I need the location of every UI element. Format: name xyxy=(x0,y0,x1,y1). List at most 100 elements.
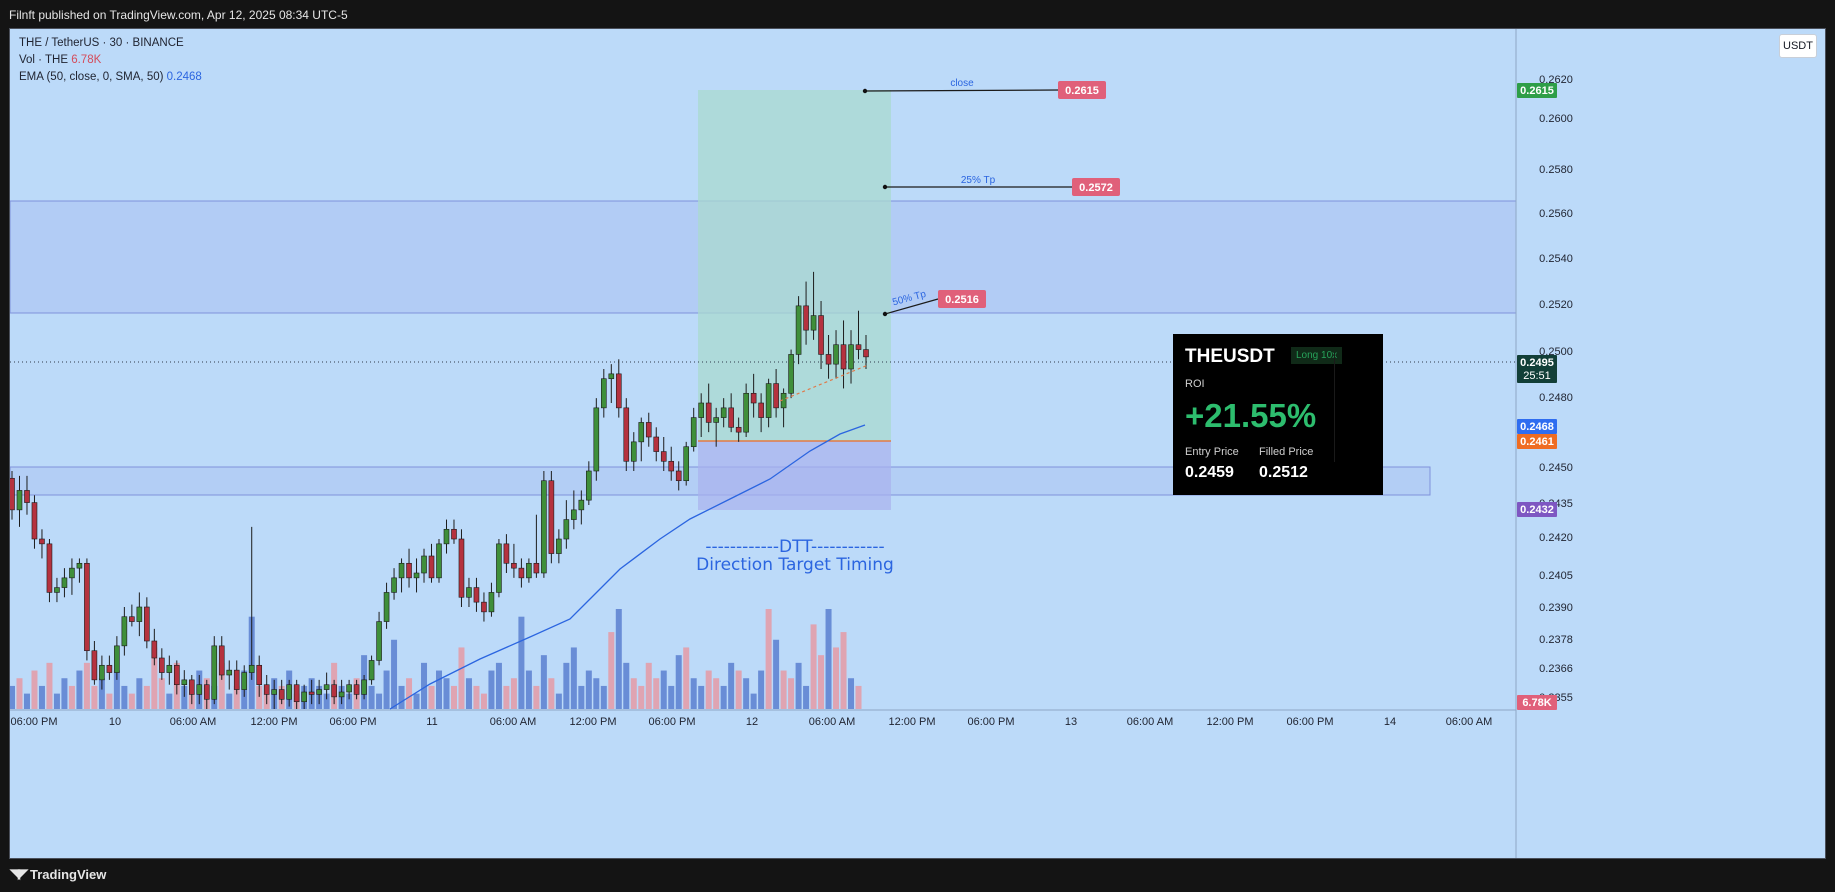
volume-bar xyxy=(128,693,135,709)
entry-price-label: Entry Price xyxy=(1185,446,1239,458)
candle xyxy=(556,529,562,564)
candle-body xyxy=(31,502,38,540)
volume-bar xyxy=(391,639,398,709)
candle xyxy=(353,679,360,700)
candle-body xyxy=(301,691,307,703)
chart-frame[interactable]: close 0.2615 25% Tp 0.2572 50% Tp 0.2516 -----… xyxy=(9,28,1826,859)
candle-body xyxy=(758,402,764,418)
volume-bar xyxy=(465,678,472,709)
legend-volume-value: 6.78K xyxy=(71,54,102,66)
last-price-badge-bg xyxy=(1517,355,1557,383)
volume-bar xyxy=(368,685,375,709)
time-tick-label: 12:00 PM xyxy=(1206,716,1253,728)
candle-body xyxy=(481,601,487,613)
candle-body xyxy=(398,562,405,579)
time-axis: 06:00 PM 10 06:00 AM 12:00 PM 06:00 PM 11 06:0… xyxy=(10,709,1516,728)
volume-bar xyxy=(233,685,240,709)
candle xyxy=(563,500,570,549)
volume-bar xyxy=(698,685,705,709)
candle xyxy=(466,577,472,607)
candle xyxy=(181,670,188,697)
volume-bar xyxy=(608,632,615,709)
volume-bar xyxy=(555,693,562,709)
candle xyxy=(203,679,210,709)
price-axis: 0.26200.26000.25800.25600.25400.25200.25… xyxy=(1515,29,1573,858)
candle-body xyxy=(593,407,600,472)
candle xyxy=(496,539,502,598)
candle xyxy=(106,655,113,680)
close-price-badge xyxy=(1058,81,1106,99)
volume-bar xyxy=(226,693,233,709)
candle-body xyxy=(675,470,682,482)
candle xyxy=(690,407,697,452)
candle xyxy=(383,582,390,629)
candle xyxy=(586,461,592,505)
candle-body xyxy=(466,587,472,598)
candle xyxy=(810,271,817,340)
candle-body xyxy=(556,538,562,554)
candle xyxy=(391,568,397,600)
candle-body xyxy=(451,528,457,540)
candle-body xyxy=(825,354,832,365)
close-line xyxy=(864,89,1061,92)
candle xyxy=(593,398,600,481)
candle xyxy=(451,519,457,544)
volume-bar xyxy=(518,616,525,709)
candle xyxy=(271,679,277,709)
time-tick-label: 10 xyxy=(109,716,121,728)
legend-volume-label: Vol · THE xyxy=(19,54,68,66)
publish-bar: Filnft published on TradingView.com, Apr… xyxy=(0,0,1835,28)
candle xyxy=(406,548,412,588)
candle xyxy=(518,558,525,588)
ema-price-badge: 0.2468 xyxy=(1517,419,1557,434)
volume-bar xyxy=(638,685,645,709)
legend-volume[interactable]: Vol · THE 6.78K xyxy=(19,52,202,69)
time-tick-label: 13 xyxy=(1065,716,1077,728)
candle xyxy=(458,529,465,607)
candle-body xyxy=(638,422,645,443)
time-tick-label: 06:00 AM xyxy=(1446,716,1492,728)
volume-bar xyxy=(645,662,652,709)
candle xyxy=(323,672,330,700)
currency-unit-button[interactable]: USDT xyxy=(1779,34,1817,58)
candle-body xyxy=(608,373,615,380)
time-tick-label: 06:00 AM xyxy=(1127,716,1173,728)
candle xyxy=(241,665,248,697)
candle-body xyxy=(443,528,450,545)
volume-bar xyxy=(615,609,622,709)
candle-body xyxy=(331,684,337,698)
candle xyxy=(436,539,442,583)
candle xyxy=(99,655,105,690)
volume-bar xyxy=(23,693,30,709)
candle xyxy=(443,519,450,554)
candle-body xyxy=(518,567,525,579)
stop-price-badge: 0.2432 xyxy=(1517,502,1557,517)
candle-body xyxy=(615,373,622,409)
candle-body xyxy=(735,426,742,433)
entry-price-value: 0.2459 xyxy=(1185,464,1234,481)
volume-bar xyxy=(773,639,780,709)
candle xyxy=(765,378,772,428)
price-tick-label: 0.2405 xyxy=(1539,570,1573,582)
tp25-anchor-dot xyxy=(882,184,888,190)
volume-bar xyxy=(840,632,847,709)
trade-path-line xyxy=(779,364,869,402)
candle-body xyxy=(713,417,719,423)
volume-bar xyxy=(503,685,510,709)
tradingview-brand[interactable]: ◥◤ TradingView xyxy=(10,866,106,882)
legend-ema[interactable]: EMA (50, close, 0, SMA, 50) 0.2468 xyxy=(19,69,202,86)
stop-price-badge-text: 0.2432 xyxy=(1520,504,1554,516)
candle-body xyxy=(24,490,30,503)
candle-body xyxy=(114,645,120,673)
card-symbol: THEUSDT xyxy=(1185,346,1275,367)
volume-bars xyxy=(10,609,862,709)
legend-symbol[interactable]: THE / TetherUS · 30 · BINANCE xyxy=(19,37,184,49)
candle xyxy=(308,679,315,705)
tp50-price-badge xyxy=(938,290,986,308)
candle xyxy=(548,471,555,564)
candle-body xyxy=(571,509,577,520)
candle-body xyxy=(698,402,704,418)
candle xyxy=(840,320,847,389)
filled-price-label: Filled Price xyxy=(1259,446,1314,458)
